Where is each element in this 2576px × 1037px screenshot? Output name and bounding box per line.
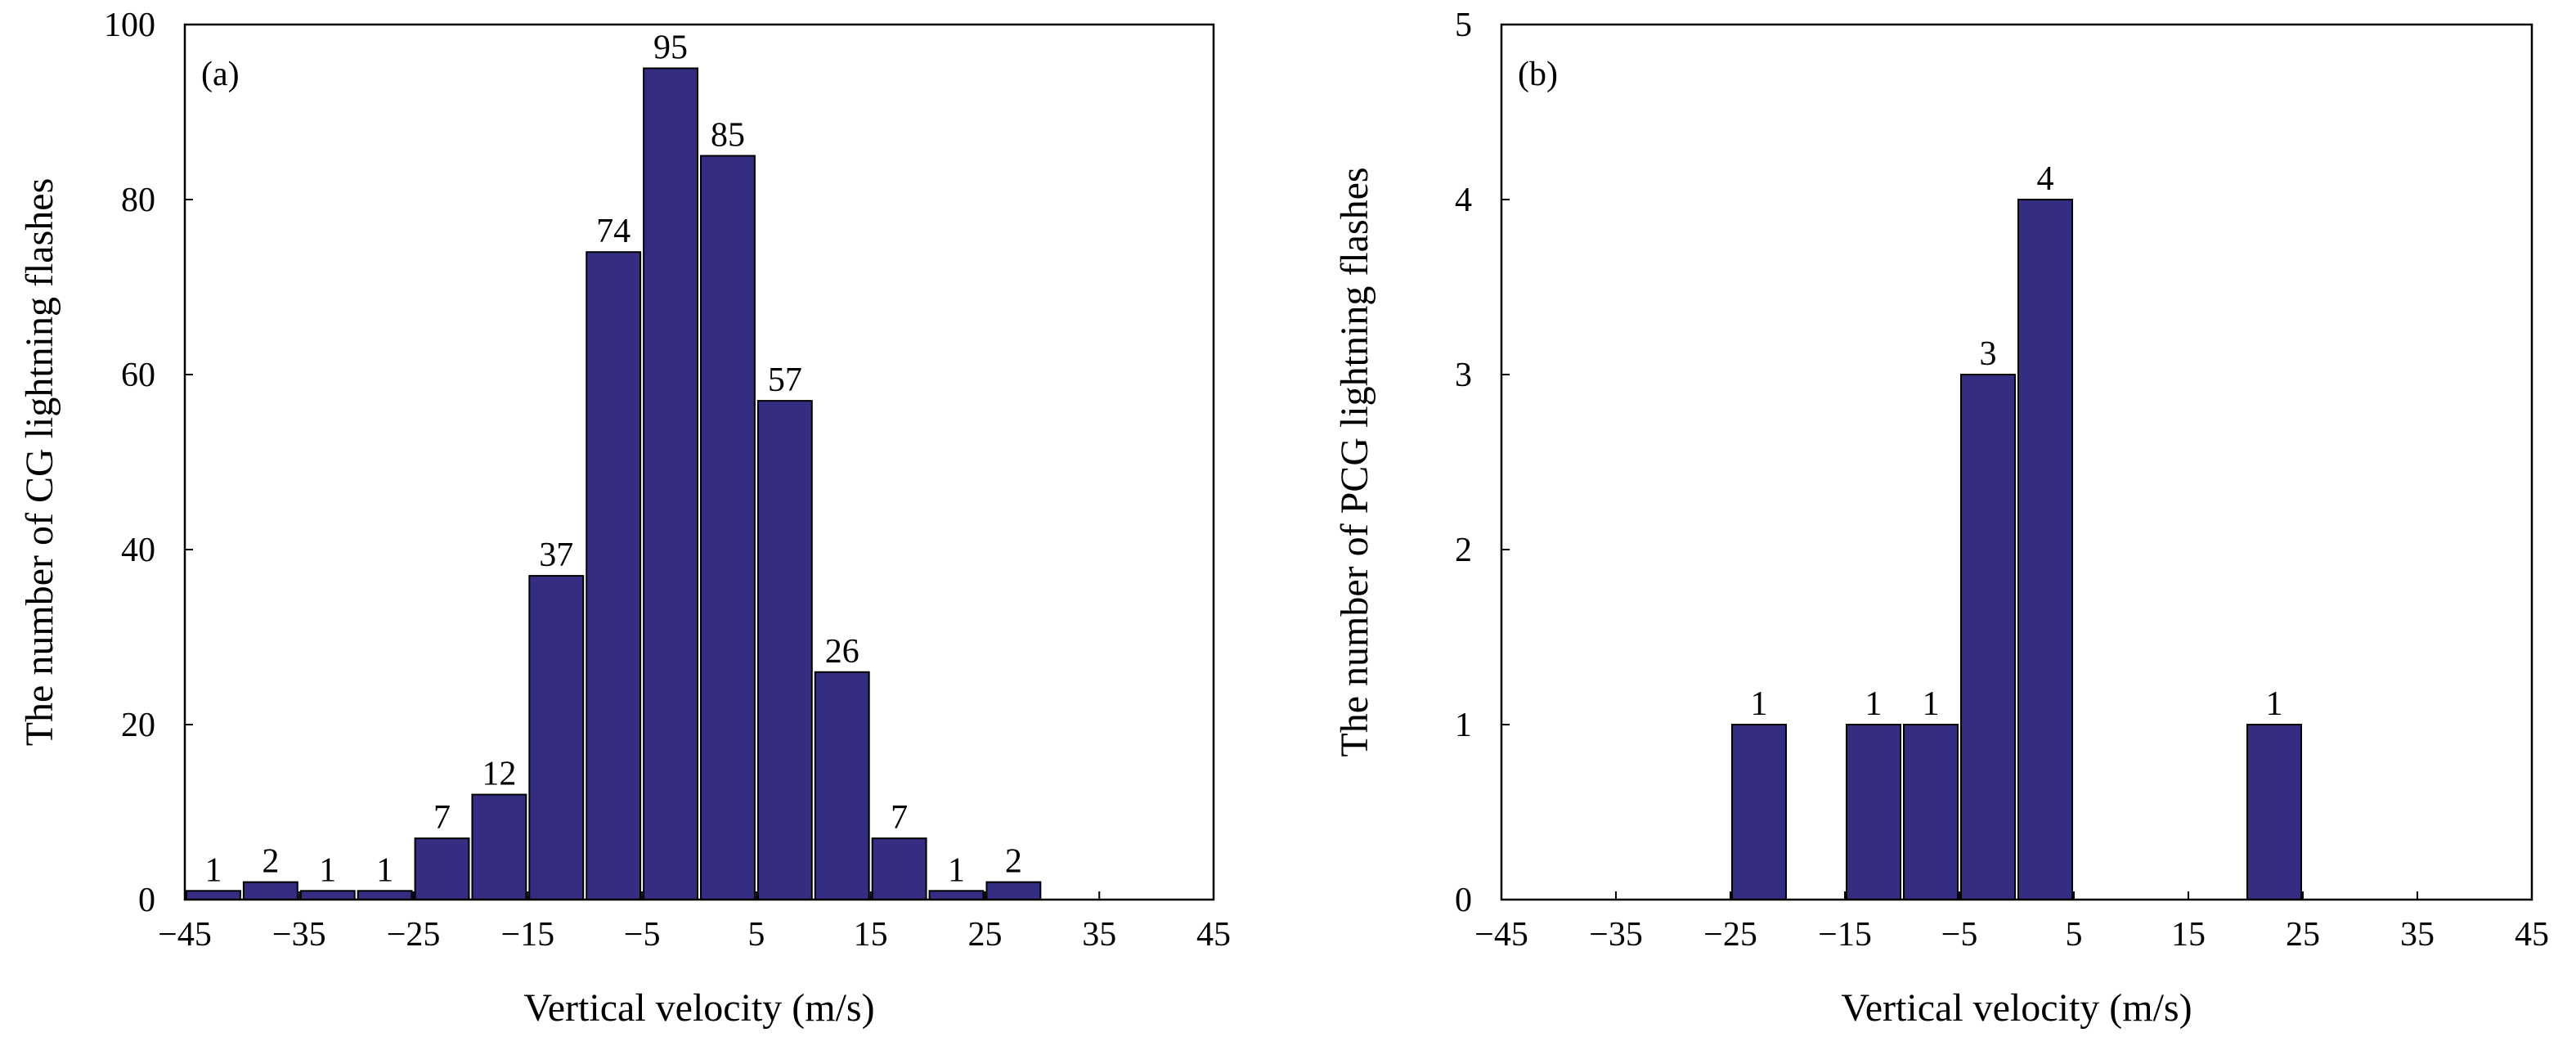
panel-b-x-tick-label-4: −5: [1941, 916, 1978, 954]
panel-a-x-tick-label-2: −25: [387, 916, 441, 954]
panel-a-y-tick-label-1: 20: [121, 707, 155, 744]
panel-b-x-tick-label-9: 45: [2515, 916, 2549, 954]
panel-b-x-axis-title: Vertical velocity (m/s): [1841, 986, 2192, 1030]
panel-b-x-tick-label-0: −45: [1474, 916, 1528, 954]
panel-b-data-label-2: 1: [1923, 685, 1940, 723]
panel-b-y-tick-label-1: 1: [1455, 707, 1472, 744]
panel-a-data-label-6: 37: [539, 536, 573, 574]
panel-a-x-tick-label-7: 25: [967, 916, 1002, 954]
panel-b-x-tick-label-7: 25: [2286, 916, 2320, 954]
panel-a-data-label-5: 12: [482, 756, 516, 793]
panel-a-bar-3: [357, 890, 413, 901]
panel-a-x-tick-label-3: −15: [500, 916, 554, 954]
panel-a-data-label-9: 85: [711, 117, 745, 155]
panel-b-data-label-0: 1: [1751, 685, 1768, 723]
panel-b-x-tick-label-8: 35: [2400, 916, 2435, 954]
panel-a-data-label-13: 1: [948, 851, 965, 889]
panel-a-data-label-10: 57: [768, 361, 802, 399]
panel-b-data-label-3: 3: [1980, 335, 1997, 373]
panel-a-data-label-1: 2: [262, 843, 279, 881]
panel-a-y-tick-label-0: 0: [138, 882, 155, 919]
panel-a-bar-8: [643, 67, 698, 900]
panel-b-bar-3: [1960, 374, 2016, 900]
panel-a-bar-11: [814, 671, 870, 900]
panel-a-x-tick-label-6: 15: [854, 916, 888, 954]
panel-b-y-tick-label-3: 3: [1455, 357, 1472, 394]
panel-a-y-tick-label-3: 60: [121, 357, 155, 394]
panel-a-data-label-11: 26: [825, 633, 859, 671]
panel-b-y-tick-label-4: 4: [1455, 182, 1472, 219]
panel-a-x-tick-label-9: 45: [1196, 916, 1231, 954]
panel-b-data-label-4: 4: [2037, 160, 2054, 198]
panel-b-x-tick-label-6: 15: [2171, 916, 2206, 954]
panel-a-data-label-2: 1: [319, 851, 336, 889]
panel-a-data-label-4: 7: [433, 799, 451, 837]
panel-a-x-tick-label-8: 35: [1082, 916, 1116, 954]
panel-a-x-axis-title: Vertical velocity (m/s): [523, 986, 874, 1030]
panel-b-y-tick-label-5: 5: [1455, 7, 1472, 44]
panel-a-bar-7: [586, 251, 642, 900]
panel-a-bar-12: [871, 837, 927, 900]
panel-a-data-label-7: 74: [596, 213, 631, 250]
panel-a-x-tick-label-1: −35: [272, 916, 326, 954]
panel-a-bar-1: [242, 881, 298, 900]
panel-a-x-tick-label-4: −5: [624, 916, 661, 954]
panel-a-axes-frame: [183, 23, 1215, 901]
panel-b-x-tick-label-5: 5: [2066, 916, 2083, 954]
panel-b-y-tick-label-0: 0: [1455, 882, 1472, 919]
panel-a-bar-2: [299, 890, 356, 901]
panel-a-data-label-12: 7: [891, 799, 908, 837]
panel-a-bar-14: [985, 881, 1042, 900]
panel-b-x-tick-label-2: −25: [1703, 916, 1757, 954]
panel-b-x-tick-label-1: −35: [1589, 916, 1643, 954]
panel-a-data-label-8: 95: [653, 29, 688, 67]
panel-a-x-tick-label-5: 5: [747, 916, 765, 954]
panel-a-bar-5: [471, 793, 527, 900]
panel-b-bar-5: [2246, 724, 2302, 900]
panel-b-tag: (b): [1518, 56, 1558, 93]
panel-b-y-axis-title: The number of PCG lightning flashes: [1333, 167, 1376, 756]
panel-a-bar-4: [414, 837, 470, 900]
panel-a-x-tick-label-0: −45: [158, 916, 212, 954]
panel-a-data-label-14: 2: [1005, 843, 1022, 881]
panel-a-bar-9: [700, 155, 756, 900]
panel-a-data-label-3: 1: [376, 851, 393, 889]
panel-b-bar-1: [1846, 724, 1901, 900]
panel-a-y-axis-title: The number of CG lightning flashes: [18, 178, 61, 747]
panel-b-axes-frame: [1500, 23, 2533, 901]
panel-b-bar-0: [1731, 724, 1787, 900]
panel-b-data-label-5: 1: [2266, 685, 2283, 723]
panel-a-y-tick-label-5: 100: [104, 7, 155, 44]
panel-a-bar-13: [928, 890, 985, 901]
panel-a-data-label-0: 1: [204, 851, 222, 889]
panel-b-y-tick-label-2: 2: [1455, 532, 1472, 569]
panel-a-y-tick-label-4: 80: [121, 182, 155, 219]
panel-b-x-tick-label-3: −15: [1818, 916, 1872, 954]
panel-a-y-tick-label-2: 40: [121, 532, 155, 569]
panel-a-bar-10: [756, 400, 813, 901]
panel-a-tag: (a): [201, 56, 240, 93]
panel-a-bar-6: [528, 575, 585, 900]
panel-b-bar-4: [2017, 199, 2073, 900]
panel-b-data-label-1: 1: [1865, 685, 1883, 723]
panel-a-bar-0: [186, 890, 241, 901]
panel-b-bar-2: [1903, 724, 1959, 900]
